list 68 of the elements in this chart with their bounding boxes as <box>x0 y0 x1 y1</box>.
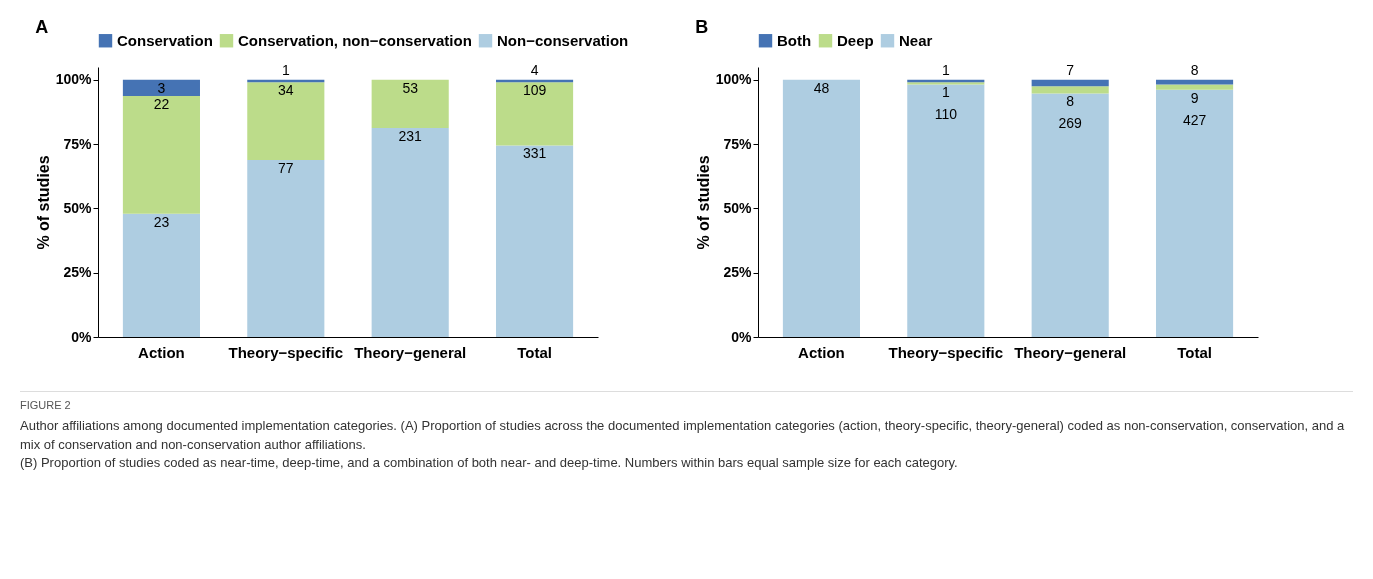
annotation: 231 <box>398 127 423 144</box>
annotation: 1 <box>281 61 290 78</box>
bar <box>247 82 325 161</box>
bar <box>122 96 200 214</box>
annotation: 77 <box>278 160 294 177</box>
y-tick-label: 50% <box>723 199 753 216</box>
annotation: 34 <box>278 82 294 99</box>
annotation: 9 <box>1190 89 1199 106</box>
annotation: 4 <box>530 61 539 78</box>
text: Author affiliations among documented implementation categories. (A) Proportion of studies across the documented implementation categories (action, theory-specific, theory-general) coded as non-conservation, conservation, and a mix of conservation and non-conservation author affiliations. <box>20 417 1346 454</box>
annotation: 8 <box>1066 93 1075 110</box>
x-tick-label: Total <box>1177 343 1212 361</box>
annotation: 331 <box>522 145 547 162</box>
caption: FIGURE 2 <box>20 398 72 413</box>
chart-title: B <box>695 17 709 37</box>
bar <box>371 127 449 337</box>
bar <box>1156 89 1234 337</box>
annotation: 110 <box>934 106 958 123</box>
annotation: 3 <box>157 79 166 96</box>
annotation: 1 <box>941 84 950 101</box>
bar <box>1031 86 1109 94</box>
y-tick-label: 75% <box>63 135 93 152</box>
x-tick-label: Theory−specific <box>888 343 1004 361</box>
y-tick-label: 25% <box>63 264 93 281</box>
annotation: 48 <box>813 79 830 96</box>
legend-label: Near <box>899 31 933 49</box>
y-tick-label: 0% <box>71 328 93 345</box>
bar <box>496 82 574 146</box>
y-axis-title: % of studies <box>694 155 712 250</box>
annotation: 22 <box>153 96 170 113</box>
annotation: 8 <box>1190 61 1199 78</box>
bar <box>122 213 200 337</box>
y-axis-title: % of studies <box>34 155 52 250</box>
x-tick-label: Action <box>798 343 845 361</box>
x-tick-label: Total <box>517 343 552 361</box>
legend-label: Conservation, non−conservation <box>238 31 472 49</box>
chart-title: A <box>35 17 49 37</box>
annotation: 427 <box>1182 111 1207 128</box>
annotation: 23 <box>153 213 170 230</box>
text: (B) Proportion of studies coded as near-time, deep-time, and a combination of both near- and deep-time. Numbers within bars equal sample size for each category. <box>20 453 959 472</box>
x-tick-label: Action <box>138 343 185 361</box>
annotation: 1 <box>941 61 950 78</box>
bar <box>907 84 985 337</box>
y-tick-label: 0% <box>731 328 753 345</box>
y-tick-label: 50% <box>63 199 93 216</box>
annotation: 109 <box>522 82 547 99</box>
bar <box>1031 93 1109 337</box>
annotation: 53 <box>402 79 419 96</box>
bar <box>247 160 325 337</box>
x-tick-label: Theory−general <box>1014 343 1127 361</box>
legend-label: Conservation <box>117 31 213 49</box>
x-tick-label: Theory−general <box>354 343 467 361</box>
bar <box>782 79 860 337</box>
bar <box>1156 84 1234 90</box>
x-tick-label: Theory−specific <box>228 343 344 361</box>
bar <box>496 145 574 337</box>
y-tick-label: 100% <box>715 71 753 88</box>
bar <box>1031 79 1109 87</box>
y-tick-label: 75% <box>723 135 753 152</box>
bar <box>371 79 449 128</box>
annotation: 269 <box>1058 115 1083 132</box>
legend-label: Non−conservation <box>497 31 629 49</box>
legend-label: Both <box>777 31 812 49</box>
y-tick-label: 100% <box>55 71 93 88</box>
legend-label: Deep <box>837 31 874 49</box>
annotation: 7 <box>1066 61 1075 78</box>
bar <box>122 79 200 97</box>
y-tick-label: 25% <box>723 264 753 281</box>
